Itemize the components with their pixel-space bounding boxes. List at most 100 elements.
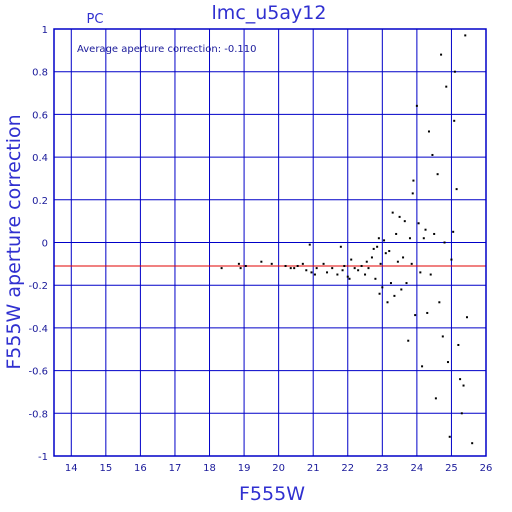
- data-point: [339, 245, 342, 248]
- data-point: [388, 250, 391, 253]
- data-point: [284, 264, 287, 267]
- y-tick-label: -1: [38, 452, 48, 463]
- data-point: [459, 378, 462, 381]
- y-tick-label: 0: [42, 239, 48, 250]
- data-point: [407, 339, 410, 342]
- data-point: [403, 220, 406, 223]
- data-point: [239, 267, 242, 270]
- data-point: [370, 256, 373, 259]
- plot-frame: [53, 28, 487, 457]
- data-point: [313, 273, 316, 276]
- data-point: [220, 267, 223, 270]
- y-tick-label: -0.4: [28, 324, 48, 335]
- x-axis-label: F555W: [239, 483, 305, 505]
- data-point: [360, 264, 363, 267]
- data-point: [331, 267, 334, 270]
- data-point: [379, 262, 382, 265]
- data-point: [396, 260, 399, 263]
- data-point: [386, 301, 389, 304]
- data-point: [322, 262, 325, 265]
- data-point: [408, 237, 411, 240]
- data-point: [244, 264, 247, 267]
- data-point: [417, 222, 420, 225]
- data-point: [419, 271, 422, 274]
- data-point: [336, 273, 339, 276]
- x-tick-label: 26: [480, 463, 493, 474]
- data-point: [441, 335, 444, 338]
- data-point: [384, 252, 387, 255]
- data-point: [457, 343, 460, 346]
- y-tick-labels: -1 -0.8 -0.6 -0.4 -0.2 0 0.2 0.4 0.6 0.8 1: [28, 25, 48, 463]
- data-point: [400, 288, 403, 291]
- data-point: [346, 275, 349, 278]
- data-point: [427, 130, 430, 133]
- data-point: [402, 256, 405, 259]
- data-point: [391, 211, 394, 214]
- y-tick-label: 0.8: [32, 68, 48, 79]
- x-tick-label: 25: [445, 463, 458, 474]
- data-point: [450, 258, 453, 261]
- data-point: [424, 228, 427, 231]
- data-point: [260, 260, 263, 263]
- data-point: [305, 269, 308, 272]
- data-point: [434, 397, 437, 400]
- data-point: [301, 262, 304, 265]
- data-point: [453, 119, 456, 122]
- data-point: [308, 243, 311, 246]
- data-point: [350, 258, 353, 261]
- data-point: [453, 70, 456, 73]
- x-tick-label: 24: [411, 463, 424, 474]
- data-point: [364, 273, 367, 276]
- average-correction-note: Average aperture correction: -0.110: [77, 44, 257, 55]
- y-tick-label: 1: [42, 25, 48, 36]
- data-point: [433, 232, 436, 235]
- x-tick-label: 17: [169, 463, 182, 474]
- y-tick-label: 0.2: [32, 196, 48, 207]
- data-point: [348, 277, 351, 280]
- data-point: [270, 262, 273, 265]
- y-tick-label: 0.6: [32, 110, 48, 121]
- chart-title: lmc_u5ay12: [212, 2, 327, 24]
- data-point: [378, 292, 381, 295]
- y-tick-label: -0.8: [28, 409, 48, 420]
- x-tick-label: 14: [65, 463, 78, 474]
- data-point: [462, 384, 465, 387]
- x-tick-label: 19: [238, 463, 251, 474]
- data-point: [465, 316, 468, 319]
- data-point: [412, 179, 415, 182]
- data-point: [353, 267, 356, 270]
- data-point: [452, 230, 455, 233]
- data-point: [343, 264, 346, 267]
- x-tick-label: 22: [341, 463, 354, 474]
- data-point: [415, 104, 418, 107]
- data-point: [374, 277, 377, 280]
- data-point: [315, 267, 318, 270]
- data-point: [422, 237, 425, 240]
- y-axis-label: F555W aperture correction: [3, 114, 25, 369]
- x-tick-label: 21: [307, 463, 320, 474]
- data-point: [446, 361, 449, 364]
- data-point: [411, 192, 414, 195]
- data-point: [381, 286, 384, 289]
- data-point: [448, 435, 451, 438]
- data-point: [376, 245, 379, 248]
- data-point: [341, 269, 344, 272]
- data-point: [431, 153, 434, 156]
- data-point: [393, 294, 396, 297]
- data-point: [440, 53, 443, 56]
- data-point: [455, 188, 458, 191]
- y-tick-label: -0.6: [28, 367, 48, 378]
- grid-lines: [54, 29, 486, 456]
- data-point: [377, 237, 380, 240]
- x-tick-labels: 14 15 16 17 18 19 20 21 22 23 24 25 26: [65, 463, 492, 474]
- data-point: [426, 311, 429, 314]
- data-point: [405, 282, 408, 285]
- data-point: [421, 365, 424, 368]
- data-point: [296, 264, 299, 267]
- data-point: [372, 247, 375, 250]
- data-point: [464, 34, 467, 37]
- chip-label: PC: [87, 12, 104, 27]
- x-tick-label: 16: [134, 463, 147, 474]
- x-tick-label: 23: [376, 463, 389, 474]
- data-point: [383, 239, 386, 242]
